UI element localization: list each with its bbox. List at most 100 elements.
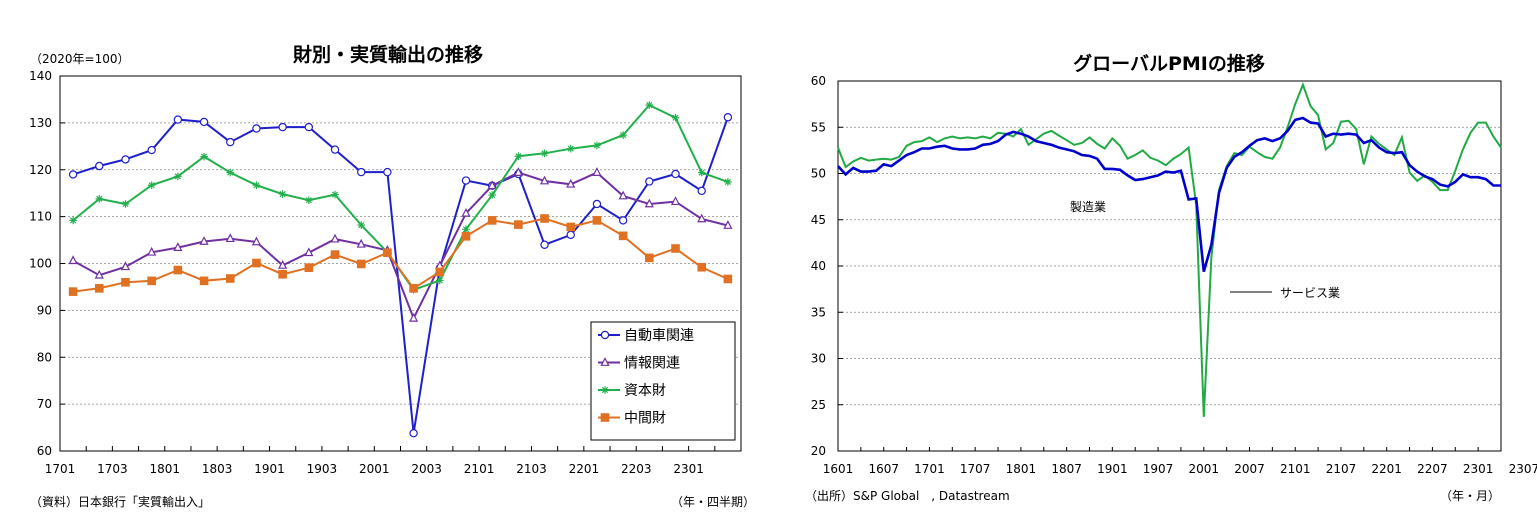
data-point (540, 240, 549, 249)
data-point (566, 178, 576, 188)
data-point (383, 248, 392, 258)
data-point (95, 161, 104, 171)
x-tick-label: 2207 (1417, 462, 1448, 476)
data-point (697, 262, 707, 272)
data-point (252, 124, 261, 133)
data-point (330, 233, 340, 243)
legend-box (590, 321, 736, 441)
data-point (304, 263, 314, 273)
left-y-tick-labels: 60 70 80 90 100 110 120 130 140 (29, 69, 52, 458)
right-source-note: （出所）S&P Global , Datastream (805, 489, 1010, 503)
data-point (618, 216, 628, 225)
data-point (435, 267, 445, 277)
data-point (514, 152, 523, 160)
x-tick-label: 1803 (202, 462, 233, 476)
y-tick-label: 90 (37, 303, 52, 317)
y-tick-label: 60 (811, 74, 826, 88)
data-point (566, 144, 575, 153)
data-point (173, 265, 183, 275)
x-tick-label: 1807 (1051, 462, 1082, 476)
data-point (723, 274, 733, 284)
y-tick-label: 55 (811, 120, 826, 134)
data-point (68, 287, 78, 296)
data-point (462, 225, 470, 234)
x-tick-label: 1903 (307, 462, 338, 476)
data-point (592, 167, 602, 176)
data-point (278, 122, 287, 132)
data-point (540, 149, 549, 158)
data-point (645, 253, 654, 263)
series-1 (68, 167, 733, 322)
x-tick-label: 2103 (516, 462, 547, 476)
data-point (383, 167, 392, 177)
y-tick-label: 60 (37, 444, 52, 458)
data-point (409, 284, 418, 293)
data-point (305, 196, 313, 205)
x-tick-label: 1601 (823, 462, 854, 476)
data-point (357, 221, 366, 229)
x-tick-label: 2107 (1326, 462, 1357, 476)
data-point (174, 172, 182, 181)
data-point (697, 213, 707, 223)
data-point (200, 152, 208, 161)
data-point (645, 177, 654, 186)
data-point (592, 199, 602, 209)
data-point (94, 284, 104, 293)
y-tick-label: 30 (811, 352, 826, 366)
data-point (619, 131, 627, 139)
data-point (618, 190, 628, 200)
data-point (226, 168, 235, 177)
data-point (357, 167, 366, 177)
legend-label: 中間財 (624, 411, 666, 427)
left-chart: 財別・実質輸出の推移 （2020年=100） 60 70 80 90 100 110 120… (29, 43, 755, 509)
x-tick-label: 1703 (97, 462, 128, 476)
x-tick-label: 2101 (1280, 462, 1311, 476)
x-tick-label: 1801 (1006, 462, 1037, 476)
data-point (251, 236, 262, 246)
data-point (671, 169, 680, 179)
right-x-tick-labels: 1601 1607 1701 1707 1801 1807 1901 1907 2001 2007… (823, 462, 1537, 476)
legend-label: 情報関連 (624, 356, 680, 372)
data-point (121, 155, 130, 164)
data-point (644, 198, 654, 208)
data-point (252, 181, 261, 190)
x-tick-label: 2007 (1234, 462, 1265, 476)
data-point (593, 141, 601, 150)
left-x-note: （年・四半期） (671, 495, 755, 509)
left-source-note: （資料）日本銀行「実質輸出入」 (30, 494, 210, 509)
legend-marker (601, 386, 609, 394)
data-point (304, 122, 314, 132)
data-point (671, 113, 680, 122)
right-chart-title: グローバルPMIの推移 (1073, 52, 1265, 75)
y-tick-label: 120 (29, 163, 52, 177)
x-tick-label: 1901 (1097, 462, 1128, 476)
data-point (540, 214, 549, 223)
data-point (199, 236, 209, 245)
series-line (72, 171, 729, 321)
left-chart-title: 財別・実質輸出の推移 (293, 43, 483, 66)
series-line-0 (837, 116, 1501, 272)
x-tick-label: 2203 (621, 462, 652, 476)
left-x-tick-labels: 1701 1703 1801 1803 1901 1903 2001 2003 2101 2103… (45, 462, 704, 476)
data-point (147, 276, 156, 286)
data-point (356, 259, 366, 269)
legend-item: 自動車関連 (598, 327, 694, 344)
data-point (513, 167, 523, 176)
data-point (331, 190, 339, 199)
data-point (226, 137, 235, 147)
y-tick-label: 35 (811, 305, 826, 319)
data-point (225, 274, 235, 283)
series-0 (68, 113, 733, 438)
y-tick-label: 45 (811, 213, 826, 227)
data-point (120, 261, 131, 271)
data-point (461, 232, 471, 241)
y-tick-label: 100 (29, 257, 52, 271)
series-line (72, 116, 729, 434)
y-tick-label: 25 (811, 398, 826, 412)
data-point (488, 191, 496, 199)
data-point (121, 200, 130, 208)
data-point (68, 255, 78, 265)
right-y-tick-labels: 20 25 30 35 40 45 50 55 60 (811, 74, 826, 458)
left-unit-note: （2020年=100） (30, 52, 130, 66)
